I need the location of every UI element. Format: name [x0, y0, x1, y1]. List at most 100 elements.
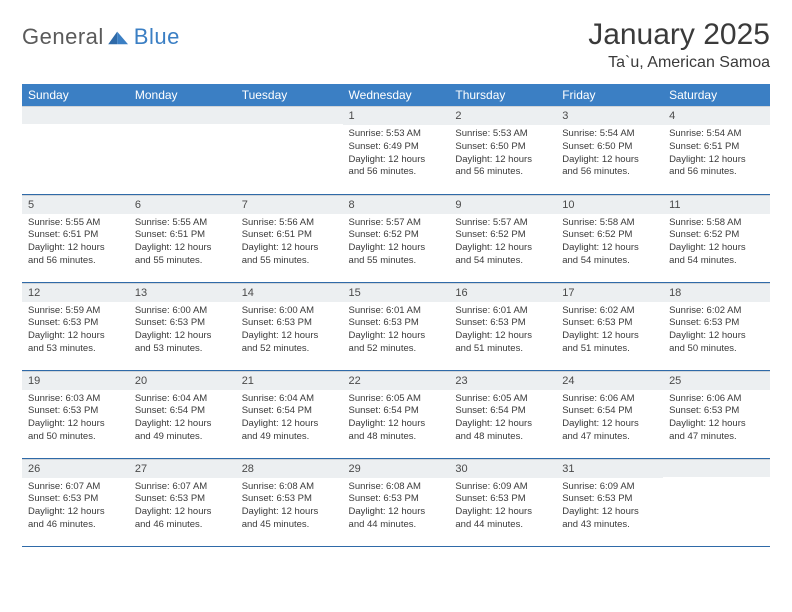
- day-number: 21: [236, 371, 343, 390]
- logo-text-general: General: [22, 24, 104, 50]
- day-number: 9: [449, 195, 556, 214]
- daylight-line: Daylight: 12 hours and 50 minutes.: [28, 418, 123, 444]
- daylight-line: Daylight: 12 hours and 44 minutes.: [455, 506, 550, 532]
- calendar-cell: 2Sunrise: 5:53 AMSunset: 6:50 PMDaylight…: [449, 106, 556, 194]
- sunset-line: Sunset: 6:53 PM: [135, 493, 230, 506]
- day-number: 17: [556, 283, 663, 302]
- calendar-cell: 17 Sunrise: 6:02 AMSunset: 6:53 PMDayligh…: [556, 282, 663, 370]
- logo-text-blue: Blue: [134, 24, 180, 50]
- calendar-cell-empty: [129, 106, 236, 194]
- sunset-line: Sunset: 6:49 PM: [349, 141, 444, 154]
- calendar-cell: 14Sunrise: 6:00 AMSunset: 6:53 PMDayligh…: [236, 282, 343, 370]
- daylight-line: Daylight: 12 hours and 46 minutes.: [135, 506, 230, 532]
- daylight-line: Daylight: 12 hours and 48 minutes.: [349, 418, 444, 444]
- sunrise-line: Sunrise: 6:05 AM: [349, 393, 444, 406]
- day-details: Sunrise: 5:55 AMSunset: 6:51 PMDaylight:…: [129, 214, 236, 272]
- calendar-cell: 29Sunrise: 6:08 AMSunset: 6:53 PMDayligh…: [343, 458, 450, 546]
- calendar-row: 5Sunrise: 5:55 AMSunset: 6:51 PMDaylight…: [22, 194, 770, 282]
- day-number: 28: [236, 459, 343, 478]
- daylight-line: Daylight: 12 hours and 48 minutes.: [455, 418, 550, 444]
- day-number: 19: [22, 371, 129, 390]
- location-label: Ta`u, American Samoa: [588, 54, 770, 72]
- day-details: Sunrise: 5:53 AMSunset: 6:49 PMDaylight:…: [343, 125, 450, 183]
- calendar-table: SundayMondayTuesdayWednesdayThursdayFrid…: [22, 84, 770, 547]
- sunset-line: Sunset: 6:53 PM: [669, 405, 764, 418]
- day-details: Sunrise: 6:05 AMSunset: 6:54 PMDaylight:…: [449, 390, 556, 448]
- daylight-line: Daylight: 12 hours and 47 minutes.: [669, 418, 764, 444]
- sunset-line: Sunset: 6:53 PM: [455, 493, 550, 506]
- day-details: [663, 477, 770, 484]
- weekday-header: Friday: [556, 84, 663, 106]
- day-number: 11: [663, 195, 770, 214]
- calendar-cell: 25Sunrise: 6:06 AMSunset: 6:53 PMDayligh…: [663, 370, 770, 458]
- daylight-line: Daylight: 12 hours and 56 minutes.: [28, 242, 123, 268]
- sunset-line: Sunset: 6:54 PM: [242, 405, 337, 418]
- day-details: Sunrise: 5:59 AMSunset: 6:53 PMDaylight:…: [22, 302, 129, 360]
- sunrise-line: Sunrise: 6:08 AM: [242, 481, 337, 494]
- sunrise-line: Sunrise: 6:05 AM: [455, 393, 550, 406]
- day-details: Sunrise: 5:57 AMSunset: 6:52 PMDaylight:…: [449, 214, 556, 272]
- daylight-line: Daylight: 12 hours and 45 minutes.: [242, 506, 337, 532]
- day-number: 22: [343, 371, 450, 390]
- day-number: 7: [236, 195, 343, 214]
- daylight-line: Daylight: 12 hours and 56 minutes.: [349, 154, 444, 180]
- calendar-cell: 4Sunrise: 5:54 AMSunset: 6:51 PMDaylight…: [663, 106, 770, 194]
- daylight-line: Daylight: 12 hours and 54 minutes.: [669, 242, 764, 268]
- calendar-cell: 24Sunrise: 6:06 AMSunset: 6:54 PMDayligh…: [556, 370, 663, 458]
- day-details: Sunrise: 5:58 AMSunset: 6:52 PMDaylight:…: [556, 214, 663, 272]
- weekday-header: Sunday: [22, 84, 129, 106]
- calendar-row: 1Sunrise: 5:53 AMSunset: 6:49 PMDaylight…: [22, 106, 770, 194]
- day-details: Sunrise: 6:07 AMSunset: 6:53 PMDaylight:…: [129, 478, 236, 536]
- sunset-line: Sunset: 6:53 PM: [349, 317, 444, 330]
- day-details: Sunrise: 5:57 AMSunset: 6:52 PMDaylight:…: [343, 214, 450, 272]
- day-details: Sunrise: 5:56 AMSunset: 6:51 PMDaylight:…: [236, 214, 343, 272]
- day-details: Sunrise: 6:08 AMSunset: 6:53 PMDaylight:…: [343, 478, 450, 536]
- daylight-line: Daylight: 12 hours and 47 minutes.: [562, 418, 657, 444]
- day-details: Sunrise: 5:54 AMSunset: 6:51 PMDaylight:…: [663, 125, 770, 183]
- sunrise-line: Sunrise: 5:55 AM: [135, 217, 230, 230]
- daylight-line: Daylight: 12 hours and 49 minutes.: [135, 418, 230, 444]
- daylight-line: Daylight: 12 hours and 51 minutes.: [562, 330, 657, 356]
- daylight-line: Daylight: 12 hours and 52 minutes.: [242, 330, 337, 356]
- day-number: 8: [343, 195, 450, 214]
- sunrise-line: Sunrise: 6:00 AM: [242, 305, 337, 318]
- daylight-line: Daylight: 12 hours and 43 minutes.: [562, 506, 657, 532]
- daylight-line: Daylight: 12 hours and 50 minutes.: [669, 330, 764, 356]
- day-number: 4: [663, 106, 770, 125]
- daylight-line: Daylight: 12 hours and 55 minutes.: [135, 242, 230, 268]
- day-number: 25: [663, 371, 770, 390]
- calendar-cell: 20Sunrise: 6:04 AMSunset: 6:54 PMDayligh…: [129, 370, 236, 458]
- calendar-cell: 16Sunrise: 6:01 AMSunset: 6:53 PMDayligh…: [449, 282, 556, 370]
- sunrise-line: Sunrise: 5:57 AM: [349, 217, 444, 230]
- sunrise-line: Sunrise: 6:04 AM: [242, 393, 337, 406]
- day-details: Sunrise: 5:54 AMSunset: 6:50 PMDaylight:…: [556, 125, 663, 183]
- sunrise-line: Sunrise: 6:08 AM: [349, 481, 444, 494]
- day-number: 12: [22, 283, 129, 302]
- calendar-cell: 7Sunrise: 5:56 AMSunset: 6:51 PMDaylight…: [236, 194, 343, 282]
- calendar-cell: 21 Sunrise: 6:04 AMSunset: 6:54 PMDayligh…: [236, 370, 343, 458]
- sunrise-line: Sunrise: 6:01 AM: [349, 305, 444, 318]
- sunset-line: Sunset: 6:54 PM: [455, 405, 550, 418]
- sunset-line: Sunset: 6:52 PM: [669, 229, 764, 242]
- calendar-row: 26Sunrise: 6:07 AMSunset: 6:53 PMDayligh…: [22, 458, 770, 546]
- sunrise-line: Sunrise: 5:54 AM: [562, 128, 657, 141]
- logo: General Blue: [22, 24, 180, 50]
- sunrise-line: Sunrise: 6:02 AM: [562, 305, 657, 318]
- day-number: 15: [343, 283, 450, 302]
- weekday-header: Wednesday: [343, 84, 450, 106]
- sunrise-line: Sunrise: 5:53 AM: [349, 128, 444, 141]
- calendar-cell-empty: [663, 458, 770, 546]
- day-number: 20: [129, 371, 236, 390]
- sunrise-line: Sunrise: 6:07 AM: [28, 481, 123, 494]
- daylight-line: Daylight: 12 hours and 54 minutes.: [455, 242, 550, 268]
- calendar-cell: 18Sunrise: 6:02 AMSunset: 6:53 PMDayligh…: [663, 282, 770, 370]
- sunset-line: Sunset: 6:54 PM: [562, 405, 657, 418]
- day-number: [663, 459, 770, 477]
- calendar-cell: 30Sunrise: 6:09 AMSunset: 6:53 PMDayligh…: [449, 458, 556, 546]
- sunset-line: Sunset: 6:51 PM: [242, 229, 337, 242]
- day-details: Sunrise: 5:58 AMSunset: 6:52 PMDaylight:…: [663, 214, 770, 272]
- daylight-line: Daylight: 12 hours and 49 minutes.: [242, 418, 337, 444]
- weekday-header: Thursday: [449, 84, 556, 106]
- sunset-line: Sunset: 6:53 PM: [562, 317, 657, 330]
- calendar-cell: 10Sunrise: 5:58 AMSunset: 6:52 PMDayligh…: [556, 194, 663, 282]
